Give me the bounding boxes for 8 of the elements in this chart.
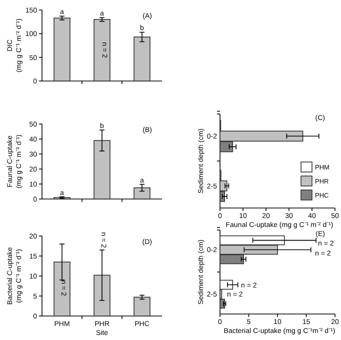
bar — [134, 36, 150, 82]
bar — [54, 18, 70, 82]
bar — [94, 140, 110, 200]
bar — [134, 187, 150, 200]
bar — [94, 274, 110, 316]
bar — [94, 19, 110, 82]
bar — [54, 262, 70, 316]
bar — [134, 296, 150, 316]
